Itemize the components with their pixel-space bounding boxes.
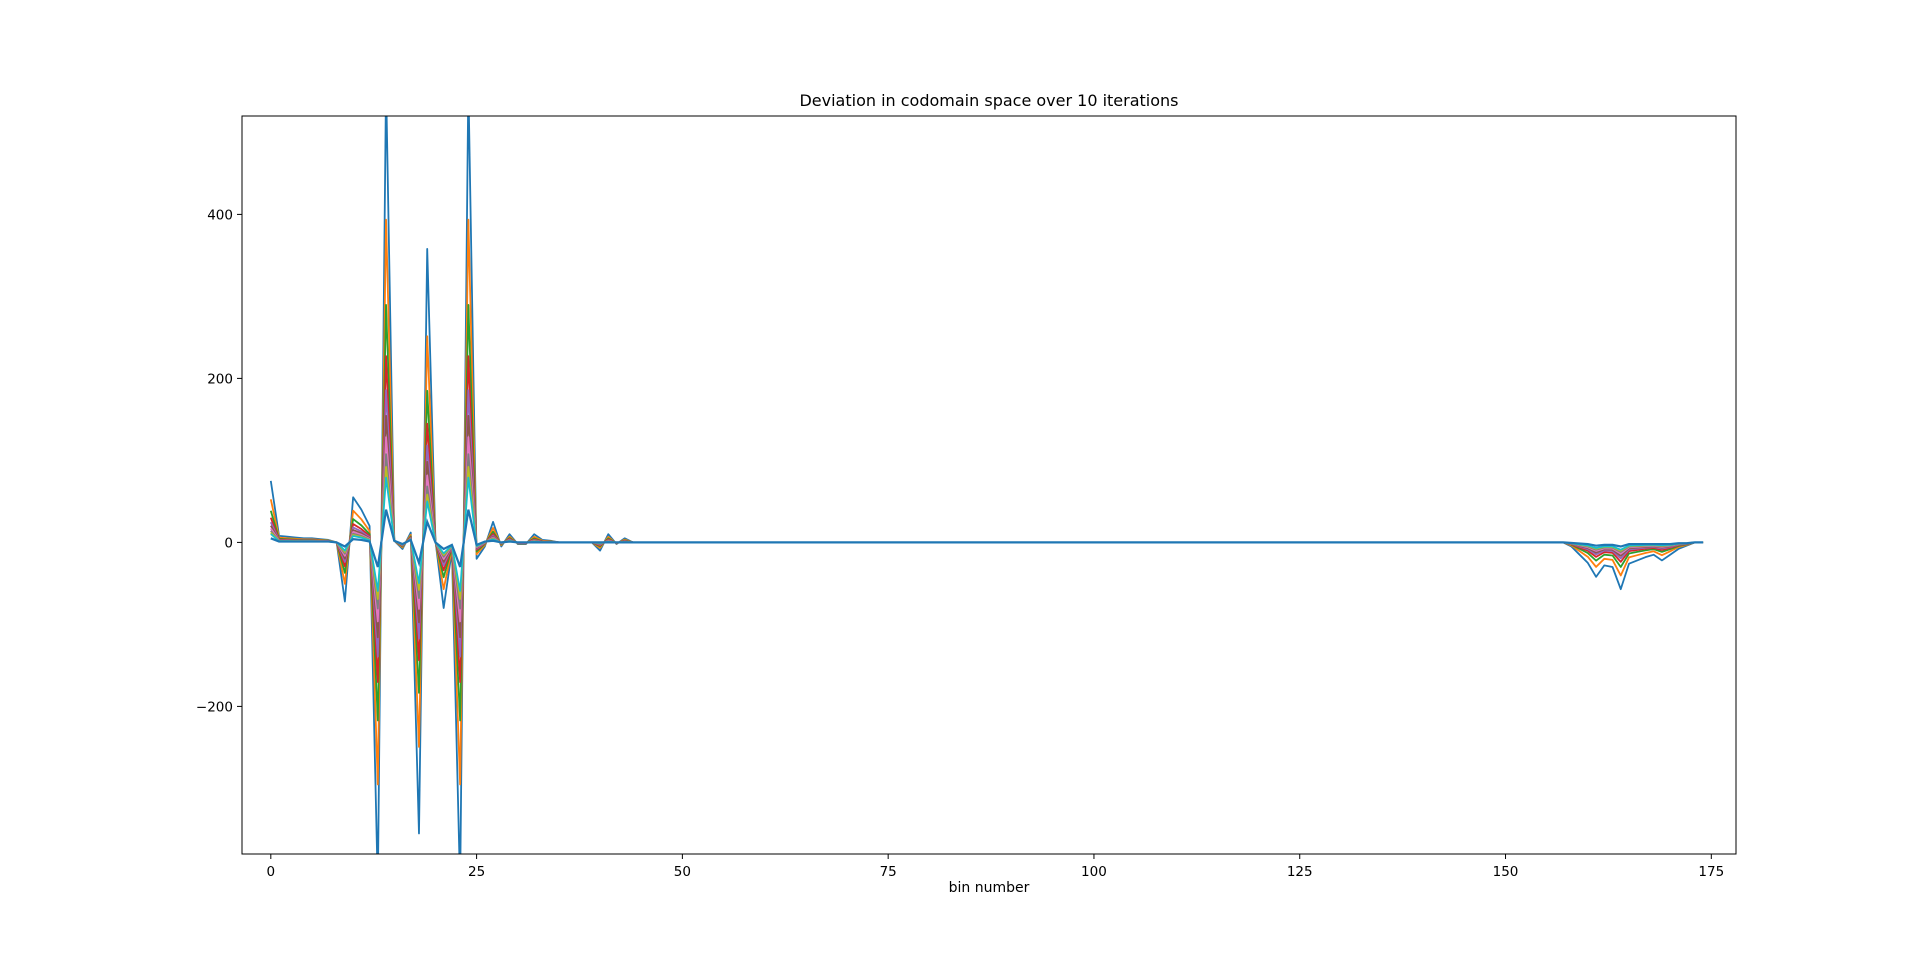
series-line-iteration-9 (270, 466, 1704, 600)
y-tick-label: 0 (224, 535, 233, 551)
y-tick-label: −200 (196, 699, 233, 715)
x-tick-label: 0 (267, 864, 276, 880)
axis-layer: 0 25 50 75 100 125 150 175 −200 0 200 400 (196, 207, 1724, 880)
x-axis-label: bin number (948, 880, 1030, 896)
x-tick-label: 125 (1287, 864, 1313, 880)
x-tick-label: 50 (674, 864, 691, 880)
plot-frame (241, 115, 1737, 855)
x-tick-label: 150 (1493, 864, 1519, 880)
x-tick-label: 75 (880, 864, 897, 880)
series-line-iteration-7 (270, 436, 1704, 623)
series-line-iteration-8 (270, 453, 1704, 610)
x-tick-label: 100 (1081, 864, 1107, 880)
x-tick-label: 175 (1698, 864, 1724, 880)
series-line-iteration-4 (269, 355, 1704, 684)
series-line-iteration-5 (269, 389, 1704, 658)
series-line-iteration-10 (270, 476, 1704, 592)
series-layer (269, 116, 1704, 854)
x-tick-label: 25 (468, 864, 485, 880)
chart-title: Deviation in codomain space over 10 iter… (799, 91, 1179, 110)
y-tick-label: 400 (207, 207, 233, 223)
series-line-iteration-3 (269, 304, 1704, 722)
series-line-final (270, 509, 1704, 568)
series-line-iteration-2 (269, 218, 1704, 786)
series-line-iteration-1 (269, 116, 1704, 854)
series-line-iteration-6 (270, 414, 1704, 639)
y-tick-label: 200 (207, 371, 233, 387)
